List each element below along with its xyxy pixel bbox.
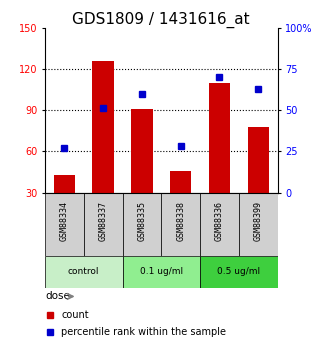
Bar	[200, 256, 278, 288]
Bar	[209, 82, 230, 193]
Bar	[123, 193, 161, 256]
Text: GSM88338: GSM88338	[176, 201, 185, 241]
Bar	[131, 109, 152, 193]
Bar	[247, 127, 269, 193]
Text: GSM88335: GSM88335	[137, 201, 146, 241]
Text: count: count	[61, 310, 89, 320]
Title: GDS1809 / 1431616_at: GDS1809 / 1431616_at	[73, 11, 250, 28]
Text: GSM88334: GSM88334	[60, 201, 69, 241]
Bar	[161, 193, 200, 256]
Text: GSM88336: GSM88336	[215, 201, 224, 241]
Text: percentile rank within the sample: percentile rank within the sample	[61, 327, 226, 337]
Bar	[123, 256, 200, 288]
Bar	[170, 171, 191, 193]
Bar	[45, 256, 123, 288]
Text: GSM88337: GSM88337	[99, 201, 108, 241]
Bar	[45, 193, 84, 256]
Bar	[239, 193, 278, 256]
Text: control: control	[68, 267, 100, 276]
Bar	[200, 193, 239, 256]
Text: dose: dose	[45, 292, 70, 302]
Bar	[84, 193, 123, 256]
Bar	[54, 175, 75, 193]
Bar	[92, 61, 114, 193]
Text: 0.5 ug/ml: 0.5 ug/ml	[217, 267, 260, 276]
Text: GSM88399: GSM88399	[254, 201, 263, 241]
Text: 0.1 ug/ml: 0.1 ug/ml	[140, 267, 183, 276]
